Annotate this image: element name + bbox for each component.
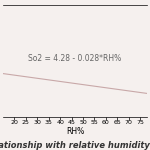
Text: SO₂ relationship with relative humidity and th: SO₂ relationship with relative humidity … xyxy=(0,141,150,150)
Text: So2 = 4.28 - 0.028*RH%: So2 = 4.28 - 0.028*RH% xyxy=(28,54,122,63)
X-axis label: RH%: RH% xyxy=(66,127,84,136)
